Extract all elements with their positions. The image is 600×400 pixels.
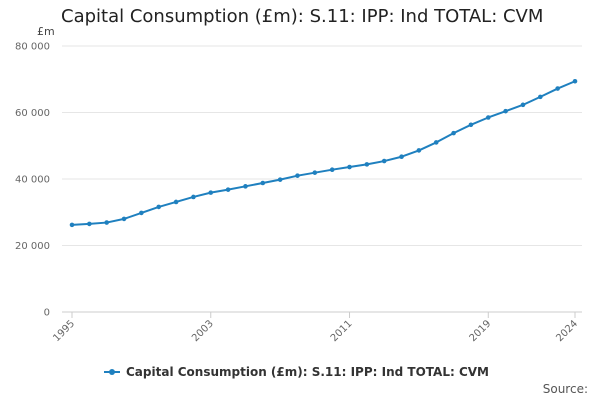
data-point-2001 bbox=[173, 199, 179, 205]
data-point-2007 bbox=[277, 177, 283, 182]
data-point-2006 bbox=[260, 180, 266, 186]
data-point-2002 bbox=[191, 194, 196, 200]
data-point-2012 bbox=[364, 162, 370, 167]
x-axis-ticks: 1995 2003 2011 2019 2024 bbox=[51, 312, 580, 344]
data-point-2000 bbox=[156, 204, 162, 210]
data-point-1996 bbox=[87, 221, 92, 227]
data-point-2018 bbox=[468, 122, 474, 128]
data-point-2009 bbox=[312, 170, 318, 175]
series-line bbox=[71, 80, 576, 226]
y-tick-label-80000: 80 000 bbox=[15, 42, 50, 53]
y-axis-unit-label: £m bbox=[37, 25, 55, 38]
data-point-2017 bbox=[451, 130, 456, 136]
chart-title: Capital Consumption (£m): S.11: IPP: Ind… bbox=[61, 6, 544, 27]
data-point-2024 bbox=[572, 78, 578, 84]
data-point-2003 bbox=[208, 190, 214, 195]
data-point-1999 bbox=[139, 210, 144, 216]
data-point-2021 bbox=[520, 102, 526, 108]
x-tick-label-1995: 1995 bbox=[51, 318, 77, 344]
data-point-2011 bbox=[347, 164, 352, 170]
data-point-2013 bbox=[381, 158, 387, 164]
y-axis-ticks: 0 20 000 40 000 60 000 80 000 bbox=[15, 42, 50, 319]
y-tick-label-20000: 20 000 bbox=[15, 241, 50, 252]
legend[interactable]: Capital Consumption (£m): S.11: IPP: Ind… bbox=[104, 365, 489, 379]
data-point-2022 bbox=[538, 94, 543, 100]
data-point-2010 bbox=[329, 167, 335, 172]
data-point-1997 bbox=[104, 220, 109, 225]
data-point-2020 bbox=[503, 108, 508, 114]
data-point-1998 bbox=[121, 216, 127, 222]
legend-label: Capital Consumption (£m): S.11: IPP: Ind… bbox=[126, 365, 489, 379]
x-tick-label-2003: 2003 bbox=[190, 318, 216, 344]
y-tick-label-60000: 60 000 bbox=[15, 108, 50, 119]
data-point-2005 bbox=[243, 184, 248, 189]
x-tick-label-2024: 2024 bbox=[554, 318, 580, 344]
data-point-2023 bbox=[555, 86, 560, 91]
x-tick-label-2011: 2011 bbox=[329, 318, 355, 344]
series-layer bbox=[69, 78, 578, 228]
data-point-2014 bbox=[399, 154, 404, 160]
y-tick-label-0: 0 bbox=[44, 308, 50, 319]
data-point-2019 bbox=[485, 115, 491, 120]
data-point-1995 bbox=[69, 222, 75, 228]
source-label: Source: bbox=[542, 382, 588, 396]
y-tick-label-40000: 40 000 bbox=[15, 175, 50, 186]
data-point-2015 bbox=[416, 148, 422, 153]
data-point-2004 bbox=[225, 187, 231, 192]
x-tick-label-2019: 2019 bbox=[468, 318, 494, 344]
data-point-2016 bbox=[433, 140, 439, 145]
legend-marker bbox=[104, 369, 120, 375]
gridlines bbox=[62, 45, 582, 313]
data-point-2008 bbox=[295, 173, 300, 178]
